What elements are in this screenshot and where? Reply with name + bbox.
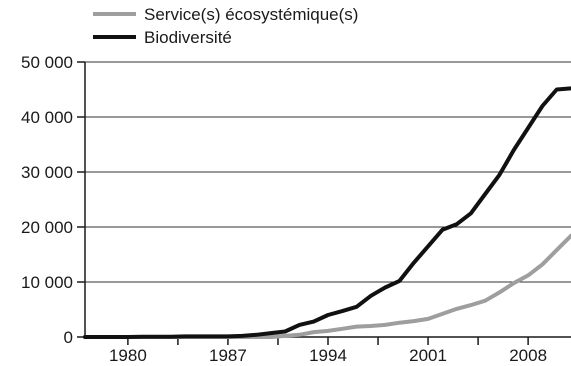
legend: Service(s) écosystémique(s) Biodiversité <box>93 5 358 47</box>
axes <box>84 62 571 338</box>
legend-label-biodiversite: Biodiversité <box>144 28 232 47</box>
series-line-0 <box>83 233 571 339</box>
y-tick-label: 0 <box>64 328 73 347</box>
y-tick-label: 10 000 <box>21 273 73 292</box>
y-tick-label: 30 000 <box>21 163 73 182</box>
x-tick-label: 1987 <box>209 346 247 365</box>
series <box>83 86 571 339</box>
y-tick-label: 40 000 <box>21 108 73 127</box>
y-tick-label: 50 000 <box>21 53 73 72</box>
gridlines <box>85 61 571 283</box>
x-tick-label: 1994 <box>309 346 347 365</box>
legend-label-service: Service(s) écosystémique(s) <box>144 5 358 24</box>
series-line-1 <box>83 86 571 339</box>
y-tick-label: 20 000 <box>21 218 73 237</box>
x-ticks: 1980 1987 1994 2001 2008 <box>109 337 547 365</box>
x-tick-label: 1980 <box>109 346 147 365</box>
x-tick-label: 2001 <box>409 346 447 365</box>
x-tick-label: 2008 <box>509 346 547 365</box>
y-ticks: 0 10 000 20 000 30 000 40 000 50 000 <box>21 53 85 347</box>
